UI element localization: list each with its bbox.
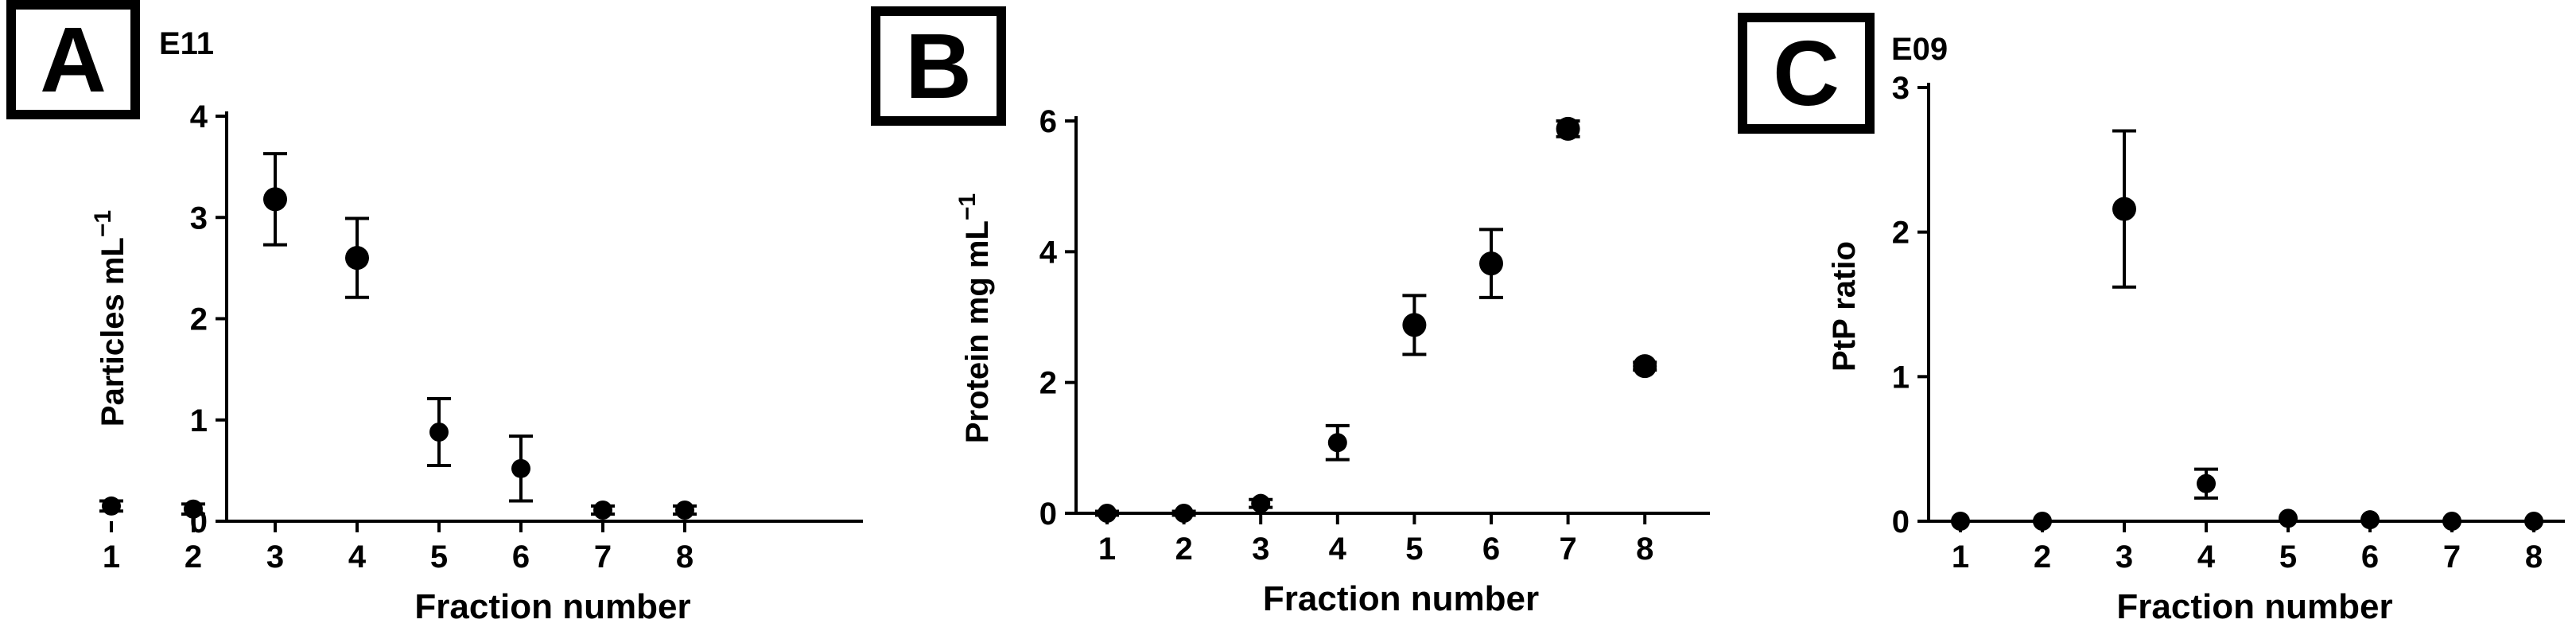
data-point	[593, 501, 612, 520]
x-tick-label: 4	[2197, 540, 2216, 575]
panel-label: C	[1773, 21, 1840, 125]
x-tick-label: 1	[1098, 532, 1116, 567]
x-tick-label: 4	[348, 540, 367, 575]
axis-exponent-label: E11	[159, 26, 214, 61]
x-axis-label: Fraction number	[414, 587, 690, 626]
data-point	[1251, 493, 1271, 513]
x-tick-label: 6	[2361, 540, 2379, 575]
data-point	[1174, 504, 1194, 523]
y-axis-label-superscript: −1	[90, 210, 116, 237]
y-tick-label: 1	[1892, 360, 1910, 395]
chart-panel-b: B 0 2 4 6 1 2 3 4 5 6 7 8 Fraction number Protein mg m…	[871, 6, 1710, 618]
data-point	[2442, 512, 2461, 531]
x-tick-label: 5	[430, 540, 448, 575]
axis-exponent-label: E09	[1891, 32, 1948, 67]
data-point	[184, 499, 203, 519]
x-tick-label: 7	[594, 540, 612, 575]
x-tick-label: 2	[185, 540, 202, 575]
x-tick-label: 3	[266, 540, 284, 575]
data-point	[2112, 197, 2136, 221]
y-axis-label: Protein mg mL−1	[954, 193, 995, 443]
y-axis-label: Particles mL−1	[90, 210, 130, 427]
x-tick-label: 6	[1482, 532, 1500, 567]
data-point	[2524, 512, 2543, 531]
data-point	[1402, 313, 1427, 337]
x-tick-label: 5	[2279, 540, 2297, 575]
panel-label: A	[40, 8, 107, 111]
y-tick-label: 1	[190, 403, 208, 438]
data-point	[2279, 508, 2298, 528]
x-tick-label: 8	[676, 540, 694, 575]
y-tick-label: 0	[1892, 504, 1910, 540]
data-point	[1633, 354, 1657, 379]
panel-label-box	[871, 6, 1006, 126]
data-point	[2033, 512, 2052, 531]
y-tick-label: 2	[1892, 216, 1910, 251]
y-tick-label: 2	[190, 302, 208, 337]
panel-label-box	[1738, 13, 1875, 134]
y-tick-label: 2	[1039, 366, 1057, 401]
y-tick-label: 4	[190, 99, 208, 134]
data-point	[511, 458, 530, 478]
y-axis-label-superscript: −1	[954, 193, 981, 220]
panel-label-box	[6, 0, 140, 119]
x-axis-label: Fraction number	[2116, 587, 2392, 626]
x-tick-label: 7	[1559, 532, 1576, 567]
data-point	[1098, 504, 1117, 523]
data-point	[429, 423, 449, 442]
y-tick-label: 4	[1039, 235, 1058, 270]
y-tick-label: 0	[1039, 497, 1057, 532]
x-tick-label: 7	[2443, 540, 2461, 575]
data-point	[1327, 433, 1347, 453]
x-tick-label: 8	[2525, 540, 2543, 575]
data-point	[102, 496, 121, 516]
y-tick-label: 3	[1892, 71, 1910, 106]
x-tick-label: 5	[1405, 532, 1423, 567]
data-point	[345, 246, 369, 271]
data-point	[2197, 473, 2216, 493]
y-tick-label: 6	[1039, 104, 1057, 139]
x-tick-label: 2	[1175, 532, 1192, 567]
y-axis-label: PtP ratio	[1827, 241, 1862, 372]
x-tick-label: 8	[1636, 532, 1653, 567]
x-tick-label: 4	[1329, 532, 1347, 567]
y-tick-label: 3	[190, 201, 208, 236]
x-tick-label: 2	[2034, 540, 2051, 575]
x-tick-label: 1	[1952, 540, 1969, 575]
x-tick-label: 3	[2116, 540, 2133, 575]
data-point	[2360, 510, 2380, 530]
x-axis-label: Fraction number	[1263, 579, 1539, 618]
data-point	[675, 501, 694, 520]
data-point	[1951, 512, 1970, 531]
data-point	[1479, 251, 1503, 276]
x-tick-label: 3	[1252, 532, 1269, 567]
panel-label: B	[905, 14, 972, 118]
data-point	[263, 187, 287, 212]
x-tick-label: 6	[512, 540, 530, 575]
chart-panel-c: C E09 0 1 2 3 1 2 3 4 5 6 7 8 Fraction number PtP ratio	[1738, 13, 2565, 626]
x-tick-label: 1	[103, 540, 120, 575]
data-point	[1556, 116, 1580, 141]
